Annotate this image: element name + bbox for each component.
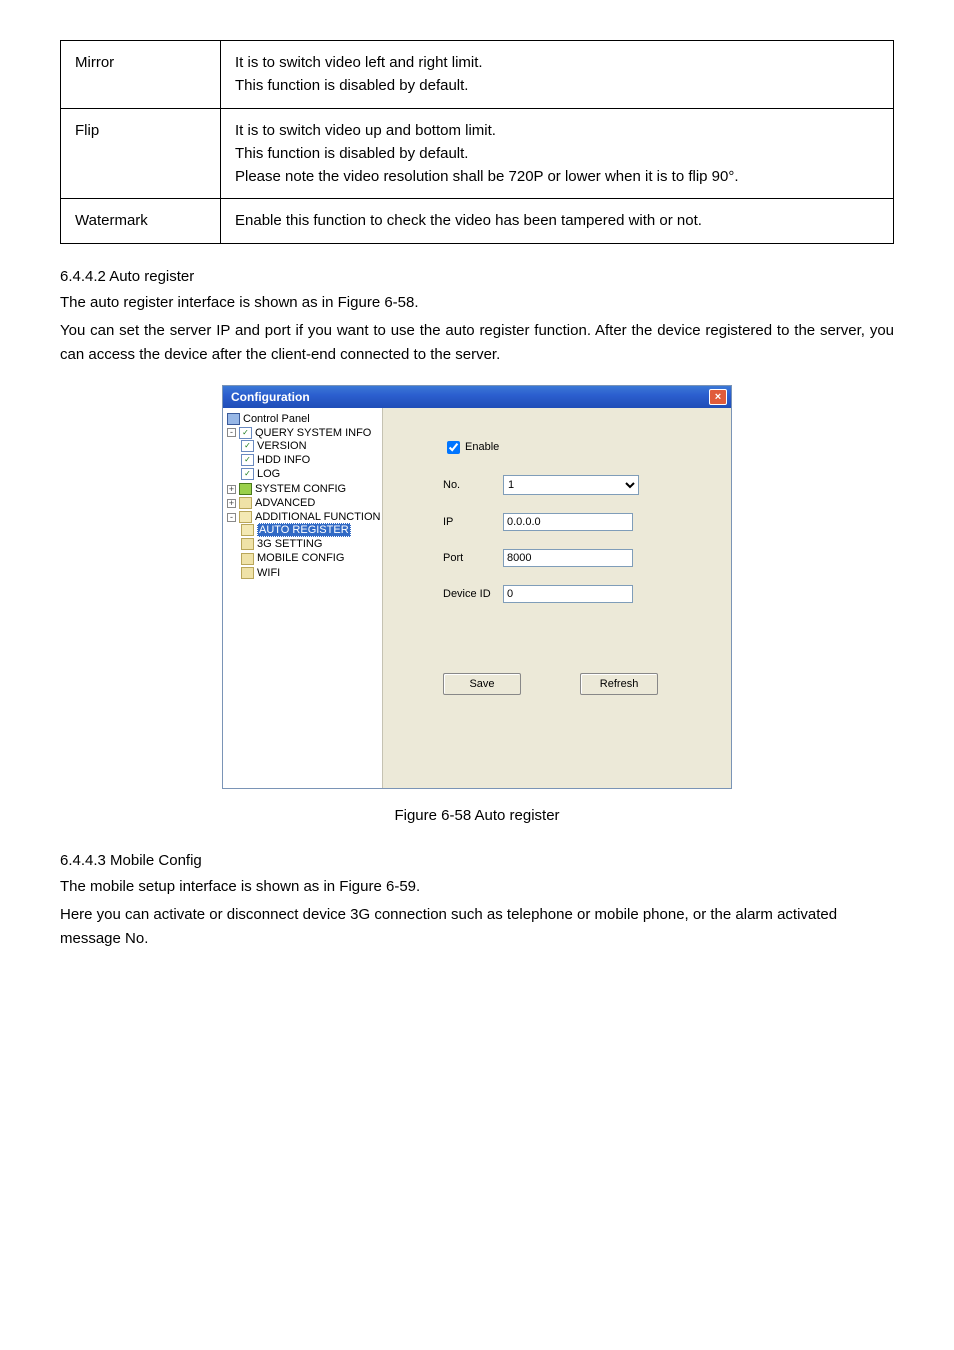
tree-control-panel[interactable]: Control Panel xyxy=(243,413,310,425)
desc-mirror: It is to switch video left and right lim… xyxy=(221,41,894,109)
expand-icon[interactable]: + xyxy=(227,499,236,508)
section-heading-mobile-config: 6.4.4.3 Mobile Config xyxy=(60,852,894,869)
para-mobile-config-2: Here you can activate or disconnect devi… xyxy=(60,903,894,951)
folder-open-icon xyxy=(241,524,254,536)
desc-watermark: Enable this function to check the video … xyxy=(221,199,894,243)
doc-icon xyxy=(241,440,254,452)
folder-icon xyxy=(241,567,254,579)
tree-auto-register[interactable]: AUTO REGISTER xyxy=(257,523,351,537)
desc-flip: It is to switch video up and bottom limi… xyxy=(221,108,894,199)
param-mirror: Mirror xyxy=(61,41,221,109)
tree-additional-function[interactable]: ADDITIONAL FUNCTION xyxy=(255,511,381,523)
doc-icon xyxy=(241,454,254,466)
tree-3g-setting[interactable]: 3G SETTING xyxy=(257,538,322,550)
tree-query-system-info[interactable]: QUERY SYSTEM INFO xyxy=(255,427,371,439)
port-input[interactable] xyxy=(503,549,633,567)
device-id-input[interactable] xyxy=(503,585,633,603)
ip-input[interactable] xyxy=(503,513,633,531)
folder-icon xyxy=(239,497,252,509)
tree-hdd-info[interactable]: HDD INFO xyxy=(257,454,310,466)
param-flip: Flip xyxy=(61,108,221,199)
doc-icon xyxy=(241,468,254,480)
device-id-label: Device ID xyxy=(443,588,503,600)
tree-version[interactable]: VERSION xyxy=(257,440,307,452)
para-mobile-config-1: The mobile setup interface is shown as i… xyxy=(60,875,894,899)
no-label: No. xyxy=(443,479,503,491)
enable-label: Enable xyxy=(465,441,499,453)
section-heading-auto-register: 6.4.4.2 Auto register xyxy=(60,268,894,285)
parameter-table: Mirror It is to switch video left and ri… xyxy=(60,40,894,244)
collapse-icon[interactable]: - xyxy=(227,428,236,437)
tree-log[interactable]: LOG xyxy=(257,468,280,480)
expand-icon[interactable]: + xyxy=(227,485,236,494)
form-panel: Enable No. 1 IP Port Device ID xyxy=(383,408,731,788)
param-watermark: Watermark xyxy=(61,199,221,243)
collapse-icon[interactable]: - xyxy=(227,513,236,522)
save-button[interactable]: Save xyxy=(443,673,521,695)
config-icon xyxy=(239,483,252,495)
refresh-button[interactable]: Refresh xyxy=(580,673,658,695)
tree-advanced[interactable]: ADVANCED xyxy=(255,497,315,509)
no-select[interactable]: 1 xyxy=(503,475,639,495)
para-auto-register-2: You can set the server IP and port if yo… xyxy=(60,319,894,367)
panel-icon xyxy=(227,413,240,425)
port-label: Port xyxy=(443,552,503,564)
doc-icon xyxy=(239,427,252,439)
window-titlebar[interactable]: Configuration × xyxy=(223,386,731,408)
para-auto-register-1: The auto register interface is shown as … xyxy=(60,291,894,315)
enable-checkbox[interactable] xyxy=(447,441,460,454)
figure-caption: Figure 6-58 Auto register xyxy=(60,807,894,824)
folder-icon xyxy=(241,538,254,550)
configuration-window: Configuration × Control Panel - QUERY SYS… xyxy=(222,385,732,789)
tree-system-config[interactable]: SYSTEM CONFIG xyxy=(255,483,346,495)
ip-label: IP xyxy=(443,516,503,528)
folder-icon xyxy=(241,553,254,565)
folder-open-icon xyxy=(239,511,252,523)
tree-wifi[interactable]: WIFI xyxy=(257,567,280,579)
window-title: Configuration xyxy=(231,390,310,404)
tree-mobile-config[interactable]: MOBILE CONFIG xyxy=(257,553,344,565)
close-icon[interactable]: × xyxy=(709,389,727,405)
navigation-tree[interactable]: Control Panel - QUERY SYSTEM INFO VERSION… xyxy=(223,408,383,788)
